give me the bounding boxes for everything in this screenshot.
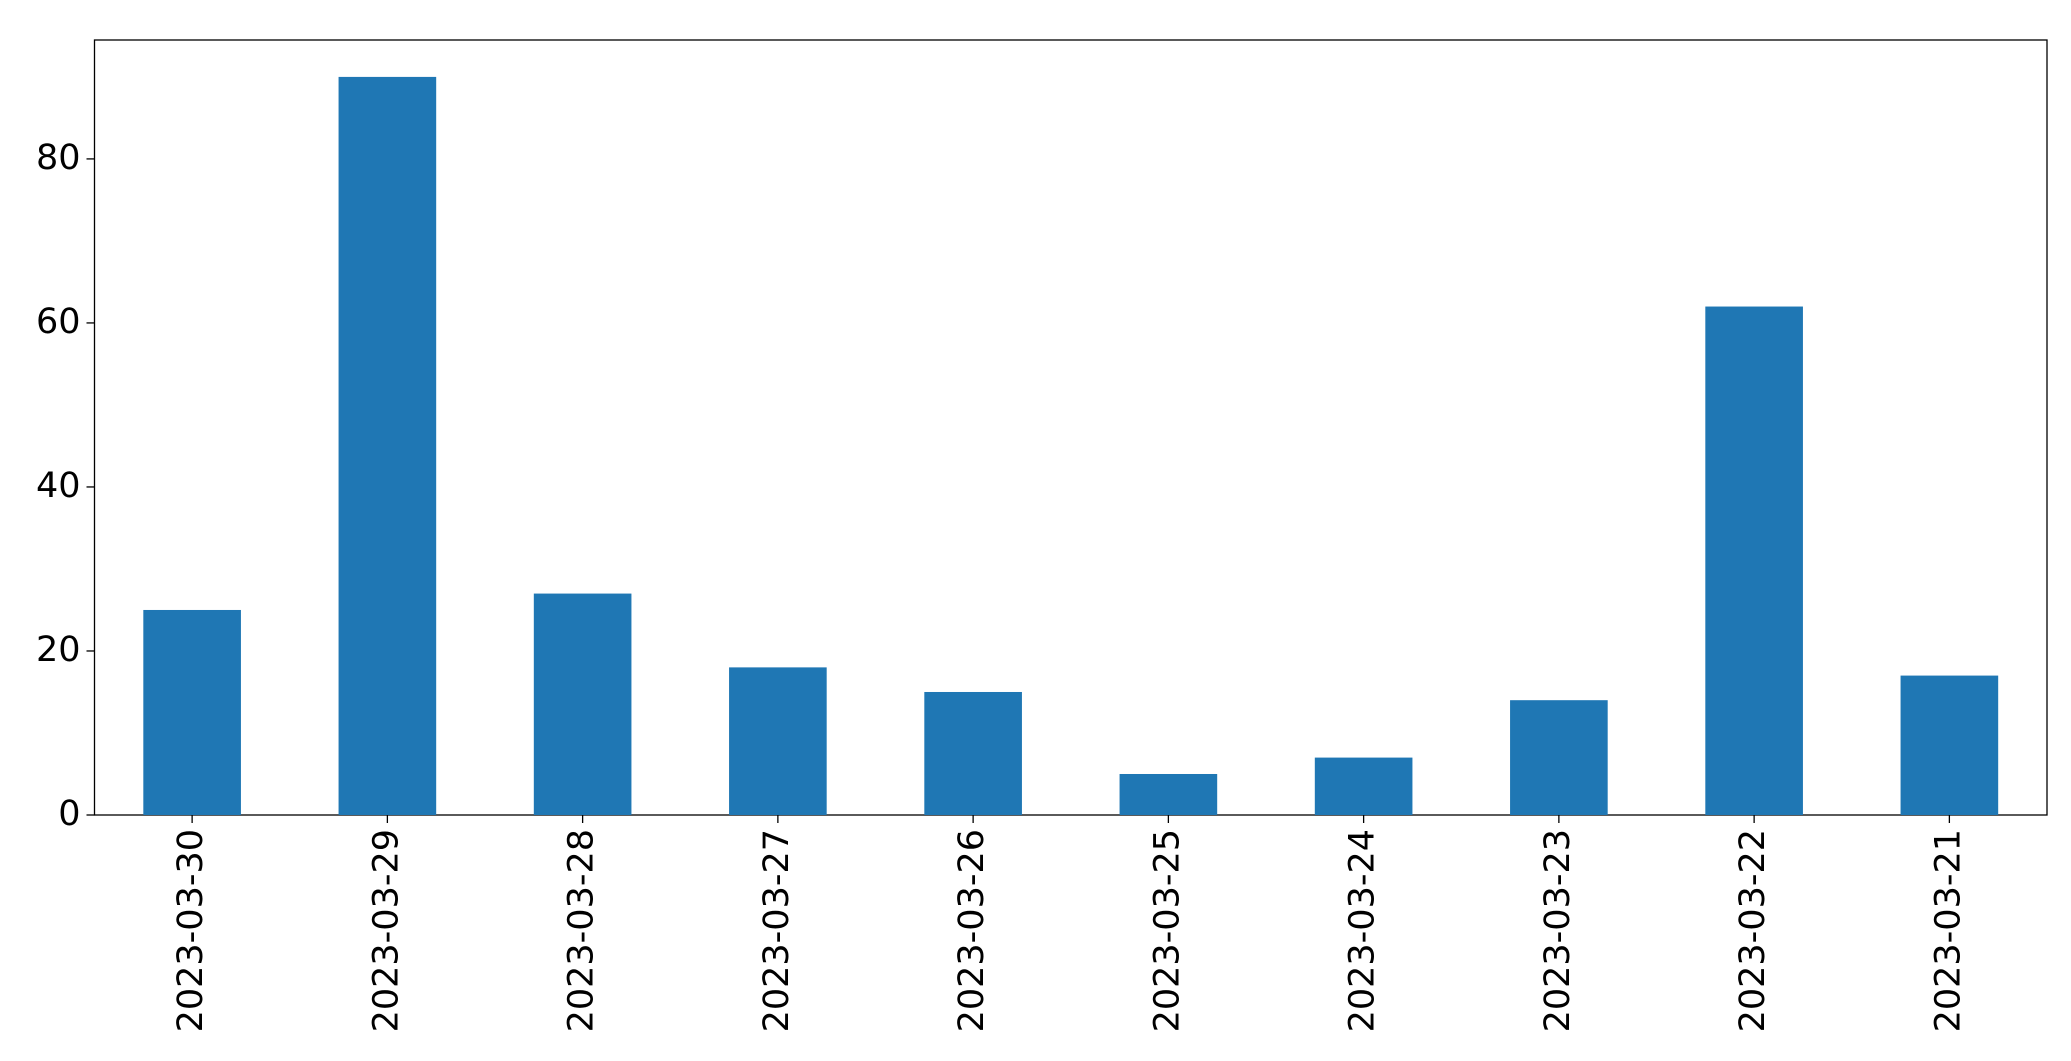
bar (924, 691, 1022, 815)
x-tick-label: 2023-03-30 (171, 829, 211, 1032)
x-tick-label: 2023-03-24 (1343, 829, 1383, 1032)
bar (1314, 757, 1413, 815)
y-tick-label: 60 (36, 302, 81, 342)
plot-frame (93, 39, 2048, 816)
x-tick-label: 2023-03-28 (562, 829, 602, 1032)
bar (338, 76, 437, 815)
bar (1705, 306, 1803, 815)
y-tick-label: 20 (36, 630, 81, 670)
bar (729, 667, 827, 815)
bar (143, 609, 241, 815)
bar (1510, 700, 1608, 815)
y-tick-label: 40 (36, 466, 81, 506)
x-tick-label: 2023-03-25 (1147, 829, 1187, 1032)
x-tick-label: 2023-03-27 (757, 829, 797, 1032)
x-tick-label: 2023-03-29 (366, 829, 406, 1032)
bar (1119, 773, 1218, 815)
bar (1900, 675, 1999, 815)
x-tick-label: 2023-03-22 (1733, 829, 1773, 1032)
y-tick-label: 80 (36, 138, 81, 178)
x-tick-label: 2023-03-21 (1928, 829, 1968, 1032)
x-tick-label: 2023-03-23 (1538, 829, 1578, 1032)
bar (533, 593, 632, 815)
y-tick-label: 0 (58, 794, 80, 834)
x-tick-label: 2023-03-26 (952, 829, 992, 1032)
